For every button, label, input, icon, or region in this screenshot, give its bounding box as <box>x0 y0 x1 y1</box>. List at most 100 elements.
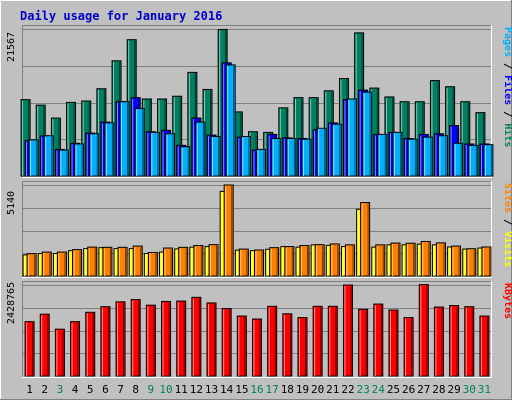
pages-bar <box>43 135 54 177</box>
pages-bar <box>28 139 39 177</box>
x-tick-label: 3 <box>57 383 64 396</box>
sites-bar <box>208 244 219 277</box>
legend-entry: Hits <box>502 123 512 147</box>
x-tick-label: 19 <box>296 383 309 396</box>
kbytes-legend: KBytes <box>502 283 512 319</box>
kbytes-bar <box>449 305 460 377</box>
pages-bar <box>165 133 176 177</box>
pages-bar <box>453 142 464 177</box>
kbytes-bar <box>312 305 323 377</box>
sites-bar <box>375 244 386 277</box>
visits-sites-panel: 5140 Sites / Visits <box>6 181 512 278</box>
pages-bar <box>104 122 115 177</box>
x-tick-label: 14 <box>220 383 234 396</box>
x-tick-label: 13 <box>205 383 218 396</box>
kbytes-bar <box>464 306 475 377</box>
sites-bar <box>390 242 401 277</box>
x-tick-label: 15 <box>235 383 248 396</box>
kbytes-bar <box>39 313 50 377</box>
pages-bar <box>195 121 206 177</box>
kbytes-bar <box>358 308 369 377</box>
sites-bar <box>72 249 83 277</box>
pages-bar <box>89 133 100 177</box>
legend-entry: / <box>502 213 512 231</box>
kbytes-bar <box>403 317 414 377</box>
kbytes-bar <box>252 318 262 377</box>
x-tick-label: 26 <box>402 383 415 396</box>
kbytes-bar <box>115 301 126 377</box>
kbytes-bar <box>85 311 96 377</box>
sites-bar <box>314 244 325 277</box>
x-tick-label: 24 <box>372 383 386 396</box>
kbytes-panel: 2428765 KBytes <box>6 281 512 378</box>
x-tick-label: 21 <box>326 383 339 396</box>
pages-bar <box>225 64 236 177</box>
sites-bar <box>147 251 158 277</box>
sites-bar <box>360 202 371 277</box>
sites-bar <box>466 248 477 277</box>
sites-bar <box>254 249 264 277</box>
sites-bar <box>87 246 98 277</box>
sites-bar <box>420 240 431 277</box>
pages-bar <box>437 135 448 177</box>
kbytes-bar <box>342 284 353 377</box>
x-tick-label: 16 <box>250 383 263 396</box>
sites-bar <box>56 251 67 277</box>
kbytes-bar <box>327 305 338 377</box>
visits-sites-legend: Sites / Visits <box>502 183 512 267</box>
x-tick-label: 11 <box>175 383 188 396</box>
sites-bar <box>269 247 280 277</box>
pages-bar <box>149 131 160 177</box>
x-tick-label: 20 <box>311 383 324 396</box>
sites-bar <box>451 245 462 277</box>
sites-bar <box>163 247 174 277</box>
sites-bar <box>299 245 310 277</box>
pages-bar <box>362 91 373 177</box>
legend-entry: Sites <box>502 183 512 213</box>
sites-bar <box>117 246 128 277</box>
kbytes-bar <box>54 328 65 377</box>
pages-bar <box>286 138 297 177</box>
x-tick-label: 7 <box>117 383 124 396</box>
pages-bar <box>119 101 130 177</box>
sites-bar <box>405 242 416 277</box>
sites-bar <box>26 253 37 277</box>
legend-entry: / <box>502 57 512 75</box>
kbytes-bar <box>282 313 293 377</box>
kbytes-bar <box>297 317 308 377</box>
x-tick-label: 1 <box>26 383 33 396</box>
sites-bar <box>238 248 249 277</box>
sites-bar <box>284 246 295 277</box>
x-tick-label: 27 <box>417 383 430 396</box>
legend-entry: Pages <box>502 27 512 57</box>
pages-bar <box>271 138 282 177</box>
sites-bar <box>41 251 52 277</box>
pages-bar <box>256 148 266 177</box>
kbytes-bar <box>24 321 35 377</box>
x-tick-label: 30 <box>463 383 476 396</box>
legend-entry: Visits <box>502 231 512 267</box>
kbytes-bar <box>70 321 81 377</box>
pages-bar <box>331 123 342 177</box>
sites-bar <box>344 244 355 277</box>
x-tick-label: 5 <box>87 383 94 396</box>
hits-files-pages-legend: Pages / Files / Hits <box>502 27 512 147</box>
pages-bar <box>316 127 327 177</box>
pages-bar <box>74 143 85 177</box>
kbytes-max-label: 2428765 <box>6 282 17 324</box>
kbytes-bar <box>373 303 384 377</box>
kbytes-bar <box>176 300 187 377</box>
sites-bar <box>193 245 204 277</box>
kbytes-bar <box>145 304 156 377</box>
x-tick-label: 31 <box>478 383 491 396</box>
kbytes-bar <box>221 308 232 377</box>
x-tick-label: 12 <box>190 383 203 396</box>
kbytes-bar <box>236 315 247 377</box>
x-tick-label: 6 <box>102 383 109 396</box>
pages-bar <box>134 108 145 177</box>
pages-bar <box>210 135 221 177</box>
sites-bar <box>132 245 143 277</box>
legend-entry: Files <box>502 75 512 105</box>
kbytes-bar <box>191 296 202 377</box>
visits-sites-max-label: 5140 <box>6 191 17 215</box>
